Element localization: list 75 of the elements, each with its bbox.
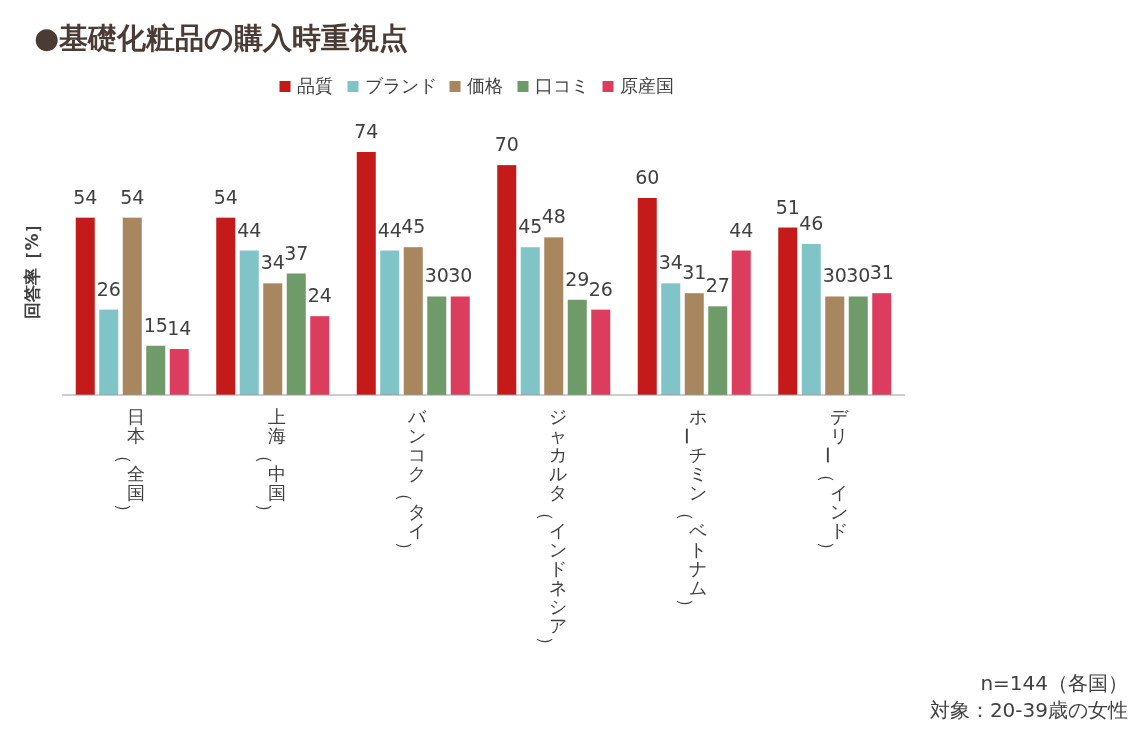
legend-label: ブランド	[364, 75, 437, 96]
bar	[684, 293, 704, 395]
bar	[450, 296, 470, 395]
data-label: 45	[401, 215, 426, 238]
legend-label: 価格	[466, 75, 503, 96]
data-label: 37	[284, 241, 309, 264]
bar	[146, 345, 166, 395]
bar	[497, 165, 517, 395]
bar	[239, 250, 259, 395]
data-label: 54	[120, 185, 145, 208]
bar	[99, 309, 119, 395]
data-label: 31	[682, 261, 707, 284]
data-label: 44	[729, 218, 754, 241]
bar	[169, 349, 189, 395]
data-label: 27	[705, 274, 730, 297]
legend-label: 品質	[296, 75, 333, 96]
data-label: 14	[167, 317, 192, 340]
data-label: 48	[541, 205, 566, 228]
data-label: 46	[799, 211, 824, 234]
bar	[75, 217, 95, 395]
bar	[731, 250, 751, 395]
legend-label: 原産国	[619, 75, 674, 96]
data-label: 26	[96, 277, 121, 300]
bar	[216, 217, 236, 395]
bar	[310, 316, 330, 395]
bar	[801, 243, 821, 395]
bar	[778, 227, 798, 395]
bar	[286, 273, 306, 395]
data-label: 54	[73, 185, 98, 208]
chart-title: ●基礎化粧品の購入時重視点	[34, 21, 409, 55]
data-label: 30	[822, 264, 847, 287]
data-label: 60	[635, 165, 660, 188]
bar	[380, 250, 400, 395]
category-label: ジャカルタ（インドネシア）	[535, 406, 567, 654]
bar	[872, 293, 892, 395]
data-label: 30	[448, 264, 473, 287]
data-label: 45	[518, 215, 543, 238]
category-label: ホーチミン（ベトナム）	[676, 406, 708, 616]
bar	[544, 237, 564, 395]
bar	[567, 299, 587, 395]
bar	[825, 296, 845, 395]
data-label: 29	[565, 267, 590, 290]
bar	[427, 296, 447, 395]
x-tick-label: 上海（中国）	[254, 406, 286, 521]
y-axis-title: 回答率［%］	[22, 216, 42, 319]
bar	[520, 247, 540, 395]
data-label: 24	[307, 284, 332, 307]
bar	[591, 309, 611, 395]
data-label: 44	[237, 218, 262, 241]
legend-label: 口コミ	[534, 75, 589, 96]
data-label: 70	[494, 133, 519, 156]
text: 対象：20-39歳の女性	[929, 698, 1128, 722]
data-label: 31	[869, 261, 894, 284]
data-label: 30	[424, 264, 449, 287]
data-label: 51	[775, 195, 800, 218]
text: n=144（各国）	[980, 671, 1128, 695]
bar	[708, 306, 728, 395]
x-tick-label: 日本（全国）	[114, 406, 146, 521]
data-label: 44	[377, 218, 402, 241]
data-label: 34	[260, 251, 285, 274]
bar	[403, 247, 423, 395]
data-label: 30	[846, 264, 871, 287]
bar	[122, 217, 142, 395]
x-tick-label: デリー（インド）	[816, 406, 849, 559]
bar	[661, 283, 681, 395]
bar	[848, 296, 868, 395]
bar	[356, 152, 376, 395]
bar	[263, 283, 283, 395]
data-label: 74	[354, 120, 379, 142]
bar	[637, 197, 657, 395]
data-label: 26	[588, 277, 613, 300]
data-label: 15	[143, 313, 168, 336]
data-label: 54	[213, 185, 238, 208]
data-label: 34	[658, 251, 683, 274]
x-tick-label: バンコク（タイ）	[395, 406, 428, 559]
